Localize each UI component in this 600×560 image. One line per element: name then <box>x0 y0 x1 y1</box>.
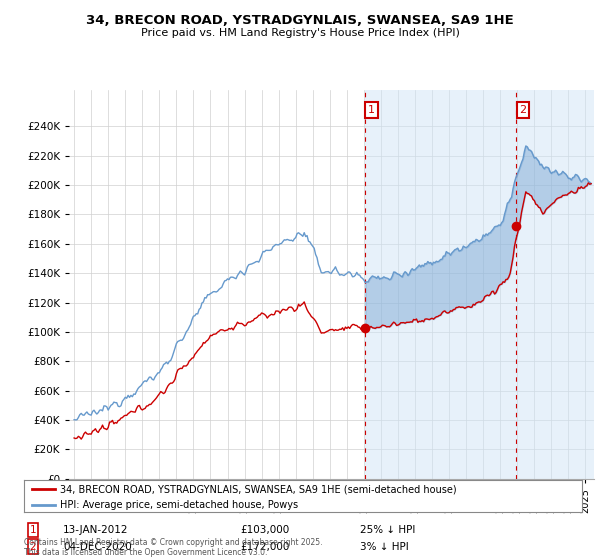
Text: 25% ↓ HPI: 25% ↓ HPI <box>360 525 415 535</box>
Text: 1: 1 <box>368 105 375 115</box>
Text: HPI: Average price, semi-detached house, Powys: HPI: Average price, semi-detached house,… <box>60 500 298 510</box>
Text: Contains HM Land Registry data © Crown copyright and database right 2025.
This d: Contains HM Land Registry data © Crown c… <box>24 538 323 557</box>
Text: 2: 2 <box>520 105 526 115</box>
Text: 34, BRECON ROAD, YSTRADGYNLAIS, SWANSEA, SA9 1HE: 34, BRECON ROAD, YSTRADGYNLAIS, SWANSEA,… <box>86 14 514 27</box>
Bar <box>365 90 600 479</box>
Text: 13-JAN-2012: 13-JAN-2012 <box>63 525 128 535</box>
Text: Price paid vs. HM Land Registry's House Price Index (HPI): Price paid vs. HM Land Registry's House … <box>140 28 460 38</box>
Text: £172,000: £172,000 <box>240 542 289 552</box>
Text: 34, BRECON ROAD, YSTRADGYNLAIS, SWANSEA, SA9 1HE (semi-detached house): 34, BRECON ROAD, YSTRADGYNLAIS, SWANSEA,… <box>60 484 457 494</box>
Text: 04-DEC-2020: 04-DEC-2020 <box>63 542 132 552</box>
Text: 2: 2 <box>29 542 37 552</box>
Text: 1: 1 <box>29 525 37 535</box>
Text: 3% ↓ HPI: 3% ↓ HPI <box>360 542 409 552</box>
Text: £103,000: £103,000 <box>240 525 289 535</box>
